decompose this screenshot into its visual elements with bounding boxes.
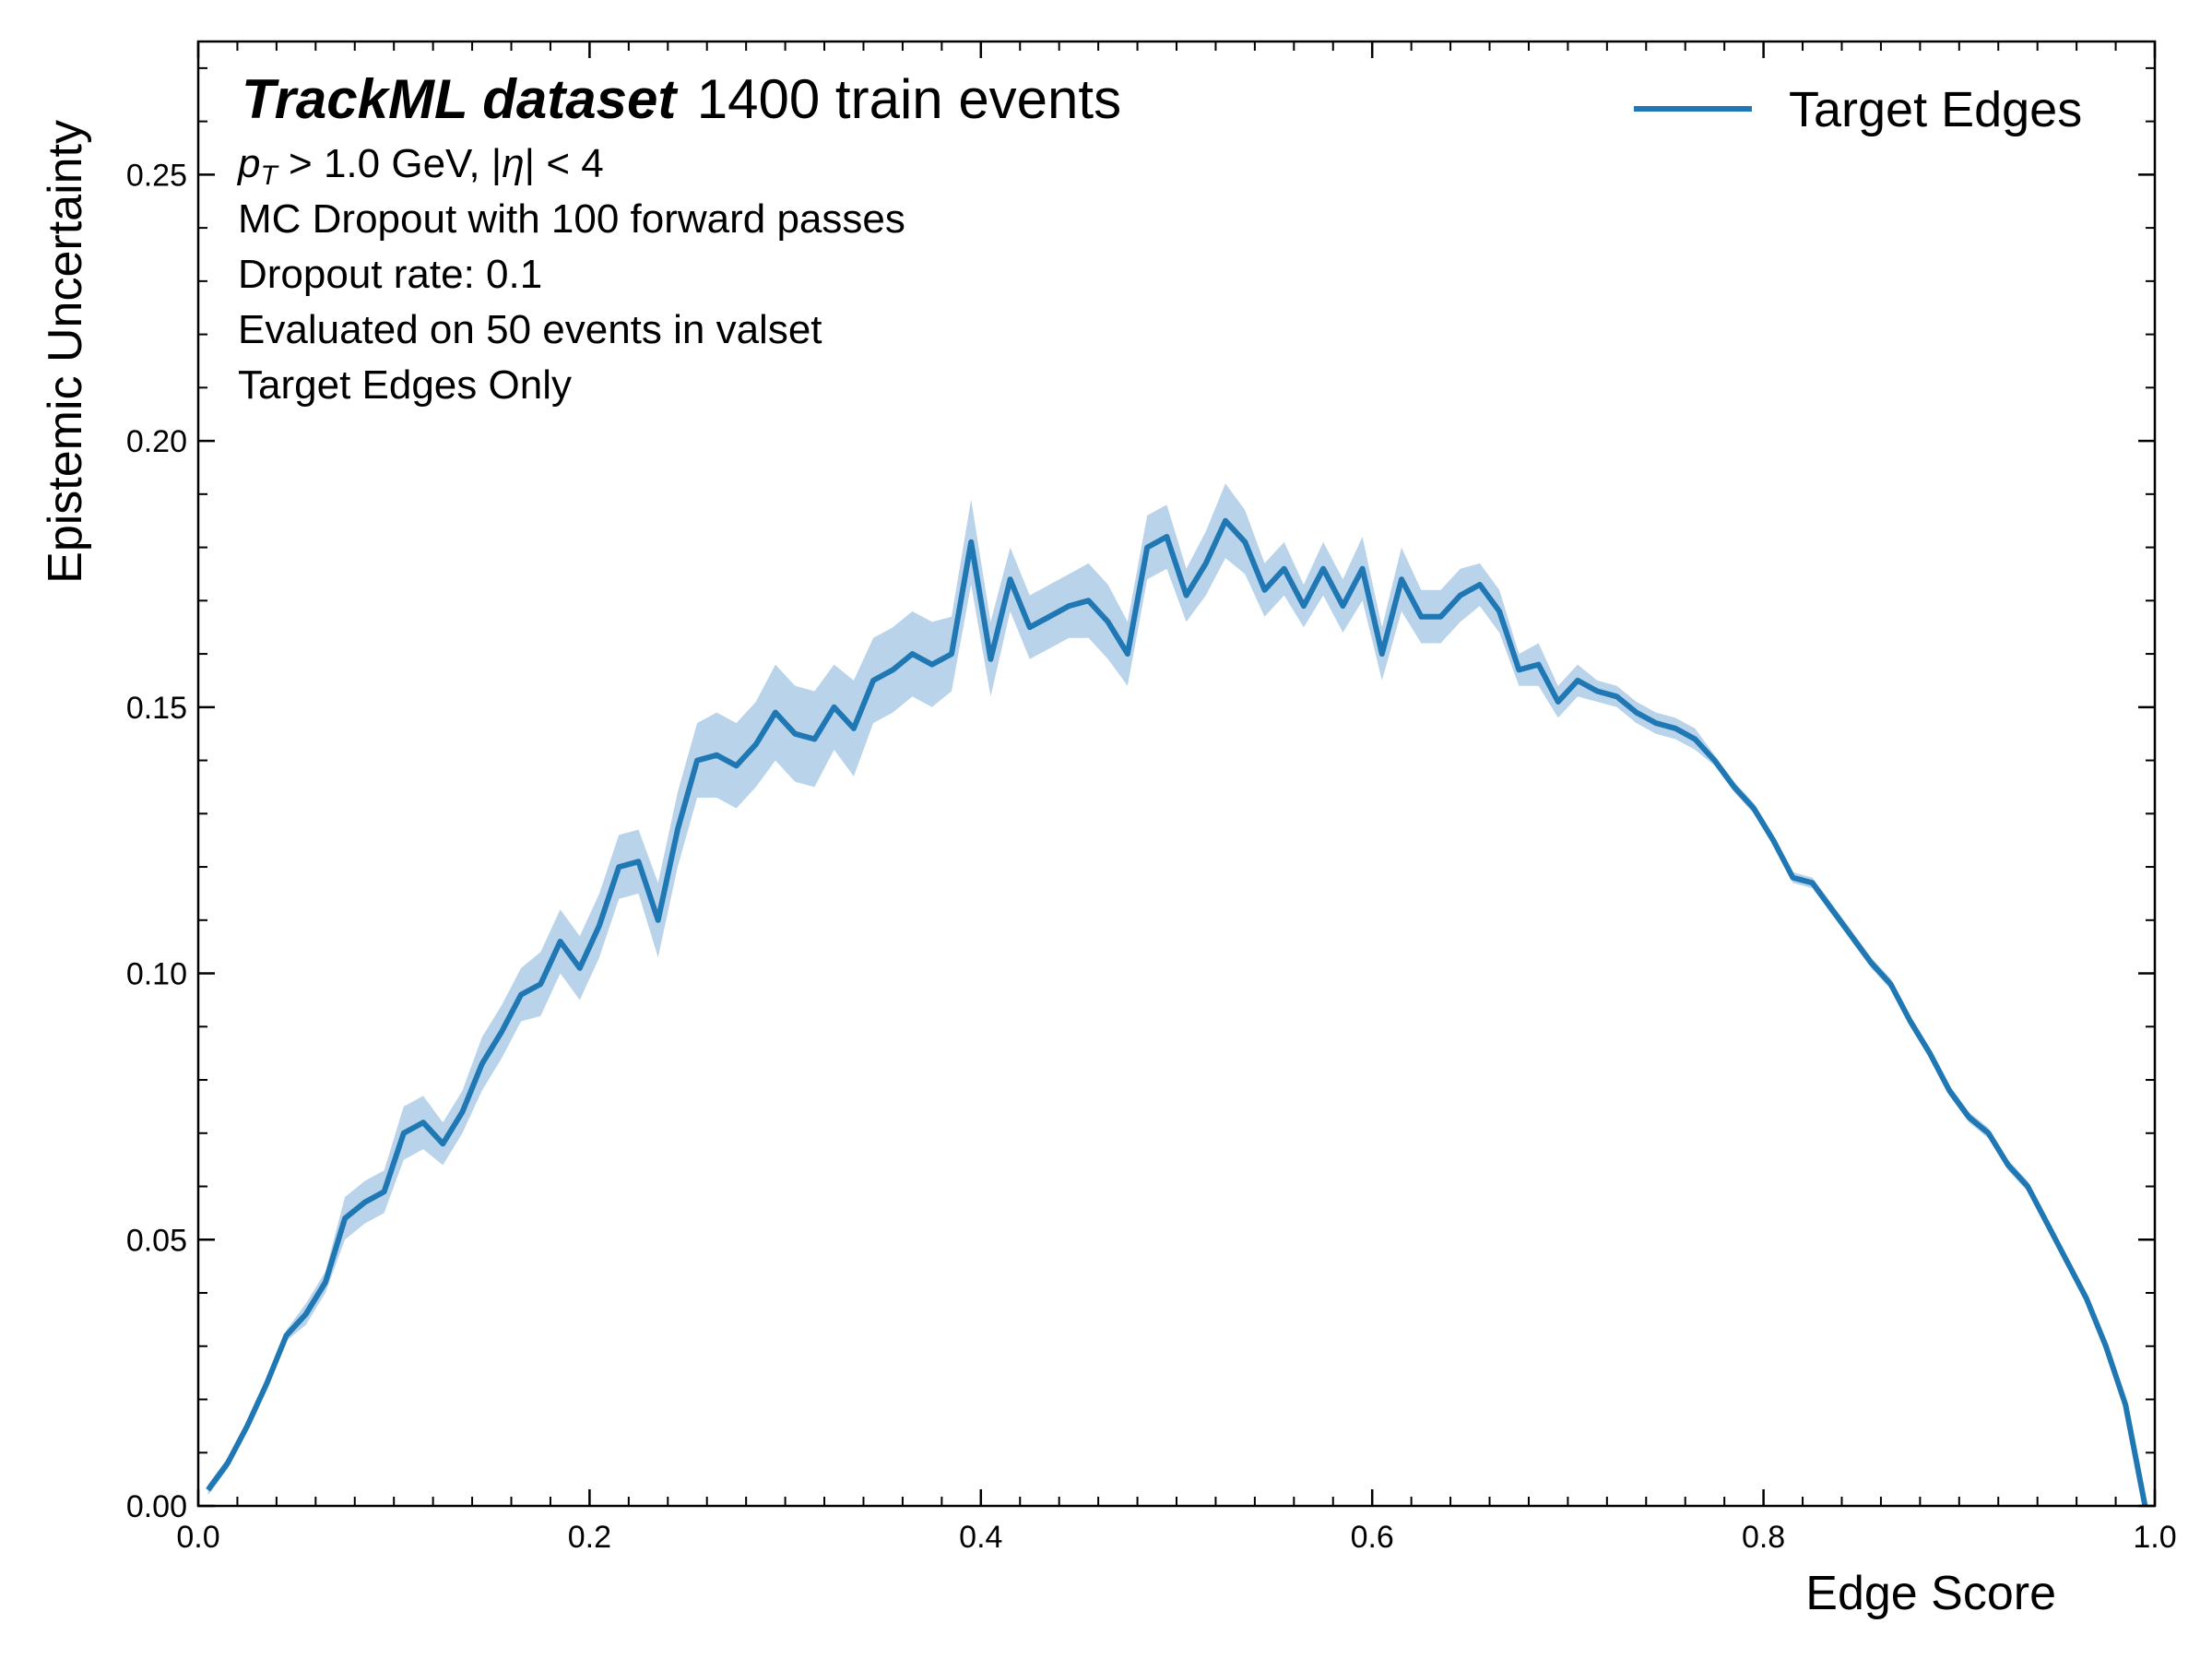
series-line-layer <box>206 517 2148 1507</box>
uncertainty-band-layer <box>207 483 2146 1506</box>
axis-ticks-layer: 0.0 0.2 0.4 0.6 0.8 1.0 0.00 0.05 0.10 0.15 0.20 0.… <box>126 41 2177 1555</box>
series-line-target-edges <box>206 517 2148 1507</box>
y-tick-label: 0.10 <box>126 957 187 992</box>
y-tick-label: 0.15 <box>126 691 187 726</box>
annotation-pt-eta-symbol: η <box>502 141 524 186</box>
annotation-pt-sub: T <box>260 160 279 191</box>
annotation-pt-end: | < 4 <box>525 141 604 186</box>
x-tick-label: 0.2 <box>568 1520 611 1555</box>
x-tick-label: 0.8 <box>1742 1520 1785 1555</box>
title-bold: TrackML dataset <box>242 68 679 130</box>
y-tick-label: 0.05 <box>126 1223 187 1258</box>
annotation-mc-dropout: MC Dropout with 100 forward passes <box>238 196 905 242</box>
x-tick-label: 0.6 <box>1351 1520 1394 1555</box>
chart-title: TrackML dataset 1400 train events <box>242 68 1121 130</box>
x-axis-label: Edge Score <box>1805 1567 2056 1620</box>
annotation-target-only: Target Edges Only <box>238 362 572 408</box>
legend: Target Edges <box>1634 82 2082 137</box>
x-tick-label: 0.4 <box>959 1520 1002 1555</box>
annotation-pt-eta: pT > 1.0 GeV, |η| < 4 <box>236 141 604 191</box>
x-tick-label: 0.0 <box>176 1520 219 1555</box>
uncertainty-band-0 <box>207 483 2146 1506</box>
annotation-dropout-rate: Dropout rate: 0.1 <box>238 252 542 297</box>
y-tick-label: 0.00 <box>126 1489 187 1524</box>
annotation-pt-p: p <box>236 141 260 186</box>
y-tick-label: 0.20 <box>126 424 187 459</box>
plot-frame <box>196 40 2157 1508</box>
x-tick-label: 1.0 <box>2133 1520 2176 1555</box>
annotation-pt-rest: > 1.0 GeV, | <box>278 141 502 186</box>
y-axis-label: Epistemic Uncertainty <box>39 120 92 584</box>
title-rest: 1400 train events <box>697 68 1121 130</box>
annotation-evaluated: Evaluated on 50 events in valset <box>238 307 822 352</box>
legend-label-target-edges: Target Edges <box>1789 82 2082 137</box>
y-tick-label: 0.25 <box>126 158 187 193</box>
